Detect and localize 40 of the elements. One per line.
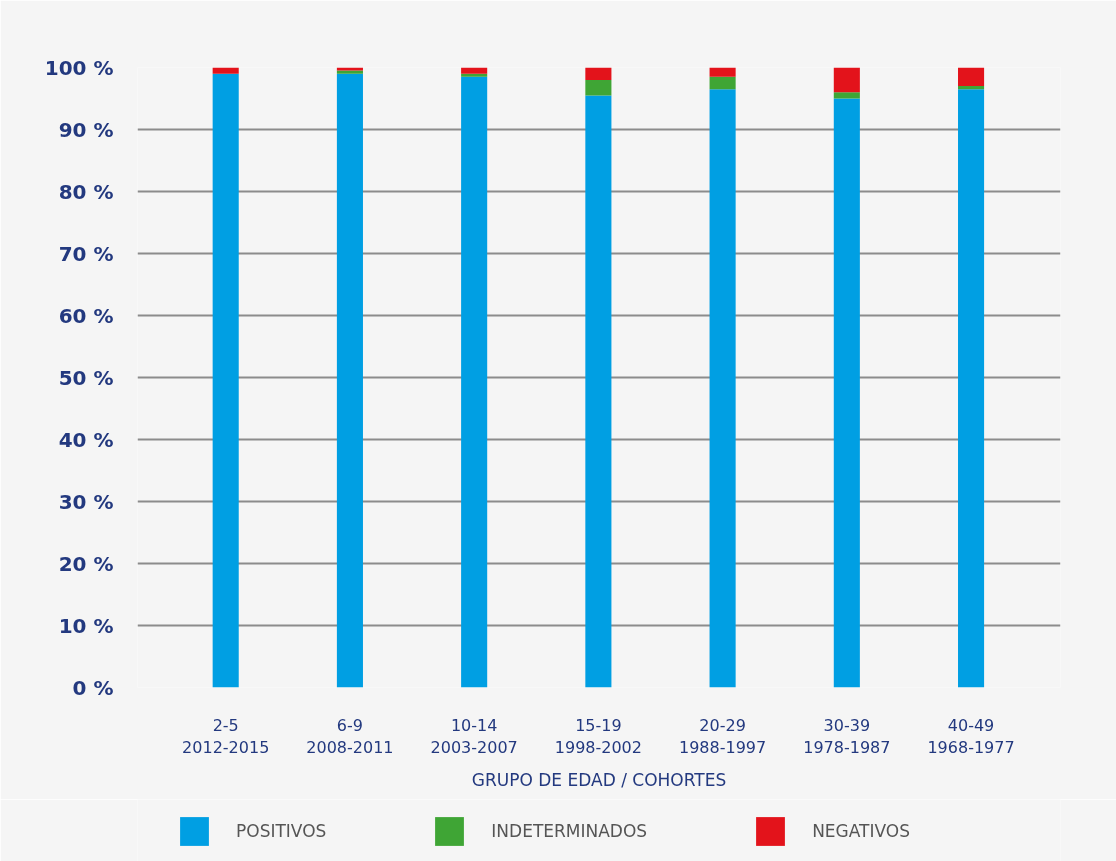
bar <box>958 67 985 87</box>
x-tick-label: 40-49 1968-1977 <box>927 715 1015 758</box>
y-tick-label: 50 % <box>58 365 114 390</box>
bar <box>709 76 736 90</box>
y-tick-label: 70 % <box>58 241 114 266</box>
bar <box>709 67 736 77</box>
x-tick-label: 6-9 2008-2011 <box>306 715 394 758</box>
legend-label: POSITIVOS <box>236 821 327 841</box>
x-tick-label: 2-5 2012-2015 <box>182 715 270 758</box>
x-tick-label: 15-19 1998-2002 <box>554 715 642 758</box>
y-tick-label: 10 % <box>58 613 114 638</box>
y-tick-label: 0 % <box>72 675 114 700</box>
y-tick-label: 90 % <box>58 117 114 142</box>
bar <box>958 89 985 688</box>
legend-label: NEGATIVOS <box>812 821 910 841</box>
y-tick-label: 20 % <box>58 551 114 576</box>
x-tick-label: 10-14 2003-2007 <box>430 715 518 758</box>
y-tick-label: 40 % <box>58 427 114 452</box>
bar <box>461 76 488 688</box>
bar <box>461 67 488 74</box>
x-tick-label: 30-39 1978-1987 <box>803 715 891 758</box>
bar <box>958 86 985 90</box>
bar <box>585 79 612 96</box>
bar <box>709 89 736 688</box>
bar <box>833 98 860 688</box>
bar <box>212 73 239 688</box>
y-tick-label: 30 % <box>58 489 114 514</box>
y-tick-label: 100 % <box>44 55 114 80</box>
bar <box>833 67 860 93</box>
bar <box>212 67 239 74</box>
x-tick-label: 20-29 1988-1997 <box>679 715 767 758</box>
legend-label: INDETERMINADOS <box>491 821 648 841</box>
bar <box>585 67 612 80</box>
bar <box>585 95 612 688</box>
bar <box>336 73 363 688</box>
y-tick-label: 60 % <box>58 303 114 328</box>
x-axis-title: GRUPO DE EDAD / COHORTES <box>471 770 727 791</box>
bar <box>461 73 488 77</box>
y-tick-label: 80 % <box>58 179 114 204</box>
bar <box>833 92 860 99</box>
